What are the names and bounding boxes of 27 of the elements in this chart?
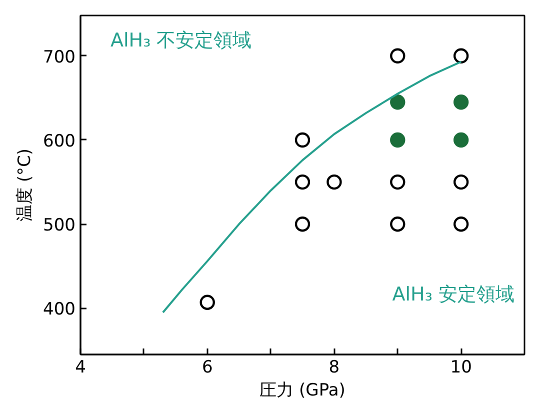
y-tick-label: 500 — [43, 216, 76, 236]
y-tick-label: 400 — [43, 300, 76, 320]
point — [390, 94, 406, 110]
x-tick-label: 6 — [202, 358, 213, 378]
point — [294, 132, 310, 148]
x-tick-label: 4 — [75, 358, 86, 378]
point — [453, 94, 469, 110]
point — [453, 132, 469, 148]
point — [453, 216, 469, 232]
point — [390, 132, 406, 148]
point — [326, 174, 342, 190]
y-axis-title: 温度 (°C) — [15, 148, 36, 222]
point — [390, 174, 406, 190]
x-tick-label: 8 — [328, 358, 340, 378]
point — [390, 48, 406, 64]
point — [294, 216, 310, 232]
annotation: AlH₃ 安定領域 — [392, 284, 515, 306]
point — [200, 294, 215, 310]
x-axis-title: 圧力 (GPa) — [260, 380, 346, 400]
annotation: AlH₃ 不安定領域 — [110, 30, 252, 52]
point — [453, 174, 469, 190]
point — [453, 48, 469, 64]
y-tick-label: 600 — [43, 131, 76, 152]
point — [390, 216, 406, 232]
y-tick-label: 700 — [43, 47, 76, 68]
x-tick-label: 10 — [450, 358, 472, 378]
point — [294, 174, 310, 190]
